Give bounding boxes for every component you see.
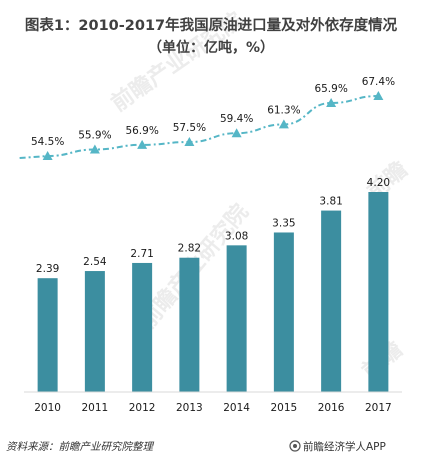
line-label-2012: 56.9% (125, 125, 158, 137)
bar-label-2013: 2.82 (178, 243, 201, 255)
bar-2017 (368, 192, 389, 392)
line-point-2017 (373, 91, 384, 100)
bar-label-2016: 3.81 (319, 196, 342, 208)
bar-2013 (179, 257, 200, 392)
footer-source: 资料来源：前瞻产业研究院整理 (6, 441, 154, 453)
brand-logo-icon (289, 440, 301, 452)
line-point-2010 (42, 151, 53, 160)
line-point-2016 (326, 97, 337, 107)
x-tick-2012: 2012 (129, 402, 156, 414)
bar-2010 (37, 278, 58, 392)
line-label-2015: 61.3% (267, 104, 300, 116)
line-point-2013 (184, 137, 195, 147)
x-tick-2010: 2010 (34, 402, 61, 414)
line-point-2011 (89, 144, 100, 154)
x-tick-2016: 2016 (318, 402, 345, 414)
line-label-2011: 55.9% (78, 129, 111, 141)
watermark-group: 前瞻产业研究院 前瞻产业研究院 前瞻 前瞻 (107, 7, 413, 384)
chart-subtitle: （单位：亿吨，%） (148, 39, 274, 56)
bar-label-2011: 2.54 (83, 256, 107, 268)
x-tick-2011: 2011 (82, 402, 109, 414)
bar-label-2014: 3.08 (225, 230, 248, 242)
line-point-2015 (278, 119, 289, 129)
line-label-2017: 67.4% (362, 76, 395, 88)
x-tick-2015: 2015 (271, 402, 298, 414)
bar-label-2012: 2.71 (130, 248, 153, 260)
x-tick-2014: 2014 (223, 402, 250, 414)
line-label-2014: 59.4% (220, 113, 253, 125)
bar-label-2010: 2.39 (36, 263, 59, 275)
footer-brand: 前瞻经济学人APP (303, 440, 386, 453)
bar-2015 (273, 232, 294, 392)
bar-2016 (321, 210, 342, 392)
x-tick-labels: 2010 2011 2012 2013 2014 2015 2016 2017 (34, 402, 391, 414)
line-group: 54.5% 55.9% 56.9% 57.5% 59.4% 61.3% 65.9% 67.4% (19, 76, 395, 160)
chart-title: 图表1：2010-2017年我国原油进口量及对外依存度情况 (25, 16, 398, 34)
bars-group: 2.39 2.54 2.71 2.82 3.08 3.35 3.81 4.20 (36, 177, 390, 392)
x-tick-2017: 2017 (365, 402, 392, 414)
line-label-2010: 54.5% (31, 136, 64, 148)
bar-2011 (84, 271, 105, 392)
bar-label-2017: 4.20 (367, 177, 390, 189)
bar-2012 (132, 262, 153, 392)
line-label-2013: 57.5% (173, 122, 206, 134)
line-label-2016: 65.9% (314, 83, 347, 95)
line-point-2014 (231, 128, 242, 138)
bar-label-2015: 3.35 (272, 217, 295, 229)
x-tick-2013: 2013 (176, 402, 203, 414)
bar-2014 (226, 245, 247, 392)
line-point-2012 (137, 139, 148, 149)
